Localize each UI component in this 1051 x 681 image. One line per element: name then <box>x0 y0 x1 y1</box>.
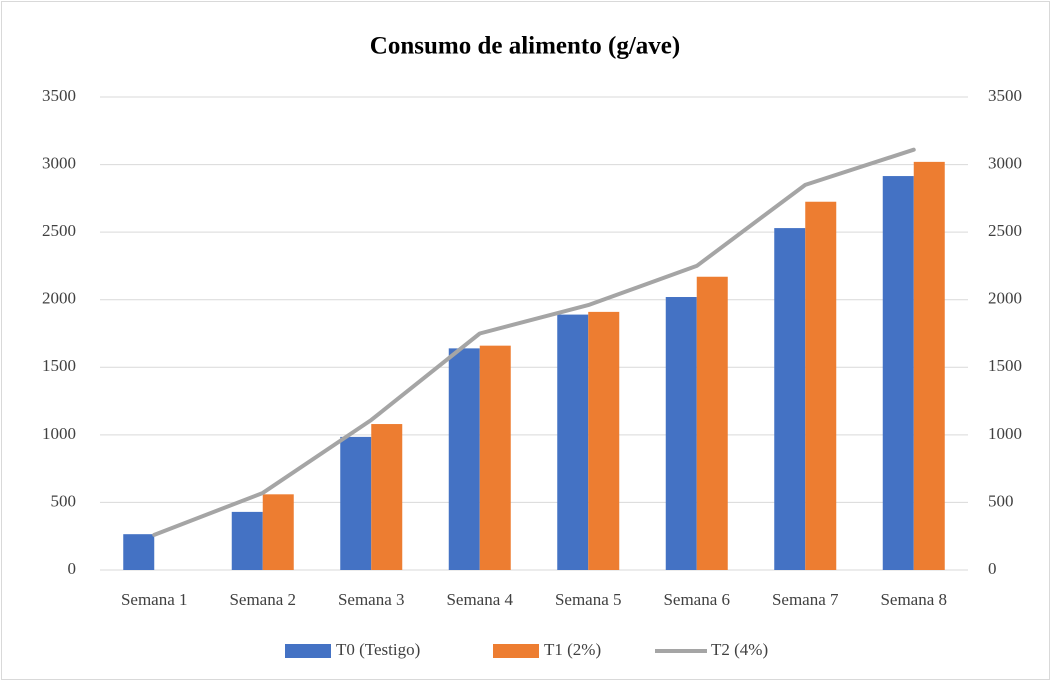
x-tick-label: Semana 5 <box>555 590 622 609</box>
bar <box>665 297 697 570</box>
bar <box>588 311 620 570</box>
bar <box>557 314 589 570</box>
bar <box>340 436 372 570</box>
y2-tick-label: 500 <box>988 491 1014 510</box>
y-tick-label: 1500 <box>42 356 76 375</box>
y-tick-label: 0 <box>68 559 77 578</box>
y-tick-label: 2500 <box>42 221 76 240</box>
x-tick-label: Semana 3 <box>338 590 405 609</box>
bar <box>913 161 945 570</box>
y-tick-label: 3000 <box>42 153 76 172</box>
y2-tick-label: 1500 <box>988 356 1022 375</box>
y2-tick-label: 0 <box>988 559 997 578</box>
x-tick-label: Semana 4 <box>446 590 513 609</box>
x-tick-label: Semana 7 <box>772 590 839 609</box>
x-tick-label: Semana 2 <box>229 590 296 609</box>
y2-tick-label: 3500 <box>988 86 1022 105</box>
legend-swatch <box>493 644 539 658</box>
y-tick-label: 3500 <box>42 86 76 105</box>
legend-swatch <box>285 644 331 658</box>
line-series <box>152 147 916 537</box>
legend-label: T1 (2%) <box>544 640 601 659</box>
y-tick-label: 1000 <box>42 424 76 443</box>
legend-label: T2 (4%) <box>711 640 768 659</box>
y2-tick-label: 2500 <box>988 221 1022 240</box>
x-tick-label: Semana 8 <box>880 590 947 609</box>
bar <box>774 228 806 571</box>
y-tick-label: 500 <box>51 491 77 510</box>
legend-label: T0 (Testigo) <box>336 640 420 659</box>
x-tick-label: Semana 1 <box>121 590 188 609</box>
bar <box>448 348 480 570</box>
bar <box>371 424 403 570</box>
chart-title: Consumo de alimento (g/ave) <box>370 33 680 60</box>
x-tick-label: Semana 6 <box>663 590 730 609</box>
y2-tick-label: 2000 <box>988 289 1022 308</box>
bar <box>696 276 728 570</box>
bar <box>805 201 837 570</box>
y2-tick-label: 3000 <box>988 153 1022 172</box>
bar <box>479 345 511 570</box>
y2-tick-label: 1000 <box>988 424 1022 443</box>
bar <box>262 494 294 570</box>
y-tick-label: 2000 <box>42 289 76 308</box>
bar <box>882 176 914 570</box>
bar <box>231 511 263 570</box>
bar <box>123 534 155 570</box>
